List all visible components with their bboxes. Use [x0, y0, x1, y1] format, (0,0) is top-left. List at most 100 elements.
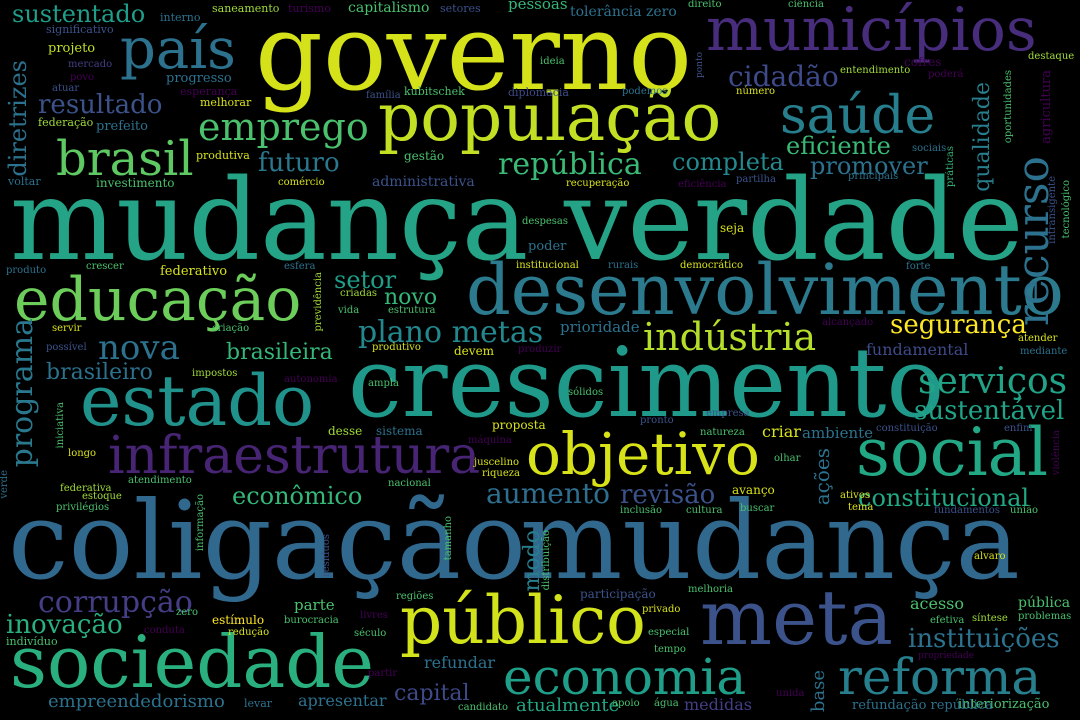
word-futuro: futuro — [258, 148, 340, 178]
word-desenvolvimento: desenvolvimento — [466, 249, 1064, 331]
word-coligacao: coligação — [8, 479, 527, 604]
word-meta: meta — [700, 573, 893, 662]
word-tolerancia-zero: tolerância zero — [570, 4, 677, 20]
word-criadas: criadas — [340, 288, 378, 299]
word-democratico: democrático — [680, 260, 744, 271]
word-seja: seja — [720, 221, 745, 235]
word-economico: econômico — [232, 482, 363, 510]
word-produzir: produzir — [518, 344, 562, 355]
word-instituicoes: instituições — [908, 624, 1060, 654]
word-sustentado: sustentado — [12, 0, 146, 28]
word-participacao: participação — [580, 587, 656, 601]
word-crescer: crescer — [86, 261, 124, 272]
word-programa: programa — [5, 318, 40, 468]
word-alvaro: alvaro — [974, 551, 1006, 562]
word-podera: poderá — [928, 69, 964, 80]
word-interno: interno — [160, 11, 201, 24]
word-estado: estado — [80, 360, 315, 442]
word-enfim: enfim — [1004, 423, 1033, 434]
word-novo: novo — [384, 285, 438, 310]
word-comercio: comércio — [278, 177, 325, 188]
word-pronto: pronto — [640, 415, 674, 426]
word-vida: vida — [338, 305, 360, 316]
word-direito: direito — [688, 0, 722, 10]
word-informacao: informação — [195, 494, 206, 552]
word-revisao: revisão — [620, 480, 716, 510]
word-reforma: reforma — [838, 648, 1042, 706]
word-devem: devem — [454, 344, 495, 358]
word-solidos: sólidos — [568, 387, 604, 398]
word-corrupcao: corrupção — [38, 585, 193, 620]
word-avanco: avanço — [732, 483, 775, 497]
word-sociedade: sociedade — [10, 620, 374, 704]
word-atender: atender — [1018, 333, 1058, 344]
word-privado: privado — [642, 604, 681, 615]
word-seguranca: segurança — [890, 310, 1027, 340]
word-atualmente: atualmente — [516, 695, 620, 716]
word-mudanca: mudança — [520, 479, 1020, 604]
word-estrutura: estrutura — [388, 305, 436, 316]
word-especial: especial — [648, 627, 690, 638]
word-infraestrutura: infraestrutura — [108, 426, 481, 486]
word-uniao: união — [1010, 505, 1039, 516]
word-qualidade: qualidade — [970, 82, 995, 192]
word-apresentar: apresentar — [298, 691, 387, 710]
word-partir: partir — [368, 668, 398, 679]
word-riqueza: riqueza — [482, 468, 520, 479]
word-objetivo: objetivo — [526, 420, 760, 488]
word-autonomia: autonomia — [284, 374, 338, 385]
word-poder: poder — [528, 239, 567, 254]
word-mediante: mediante — [1020, 346, 1068, 357]
word-fundamental: fundamental — [866, 340, 969, 359]
word-sustentavel: sustentável — [914, 396, 1065, 426]
word-oportunidades: oportunidades — [1003, 70, 1014, 144]
word-partilha: partilha — [736, 174, 776, 185]
word-nova: nova — [98, 328, 180, 368]
word-possivel: possível — [46, 342, 87, 353]
word-parte: parte — [294, 596, 335, 614]
word-privilegios: privilégios — [56, 502, 110, 513]
word-fundamentos: fundamentos — [934, 505, 1000, 516]
word-proposta: proposta — [492, 418, 546, 432]
word-constituicao: constituição — [876, 423, 938, 434]
word-ambiente: ambiente — [802, 424, 874, 442]
word-juscelino: juscelino — [474, 457, 520, 468]
word-recuperacao: recuperação — [566, 178, 630, 189]
word-violencia: violência — [1051, 430, 1062, 476]
word-significativo: significativo — [46, 23, 114, 36]
word-praticas: práticas — [945, 146, 956, 188]
word-conduta: conduta — [144, 625, 185, 636]
word-atuar: atuar — [52, 83, 80, 94]
word-mercado: mercado — [68, 59, 113, 70]
word-criar: criar — [762, 422, 801, 441]
word-agua: água — [654, 698, 679, 709]
word-natureza: natureza — [700, 427, 745, 438]
word-inclusao: inclusão — [620, 505, 662, 516]
word-produtiva: produtiva — [196, 149, 250, 162]
word-plano-metas: plano metas — [358, 315, 544, 350]
word-medidas: medidas — [684, 695, 752, 714]
word-cidadao: cidadão — [728, 60, 839, 93]
word-diplomacia: diplomacia — [508, 86, 569, 99]
word-maquina: máquina — [468, 435, 512, 446]
word-familia: família — [366, 90, 401, 101]
word-seculo: século — [354, 628, 387, 639]
word-saude: saúde — [780, 86, 936, 146]
word-entendimento: entendimento — [840, 65, 911, 76]
word-constitucional: constitucional — [858, 484, 1030, 512]
word-prefeito: prefeito — [96, 119, 148, 134]
word-burocracia: burocracia — [284, 615, 339, 626]
word-problemas: problemas — [1018, 611, 1072, 622]
word-educacao: educação — [14, 265, 302, 335]
word-nacional: nacional — [388, 478, 431, 489]
word-residuos: resíduos — [321, 534, 332, 578]
word-verde: verde — [0, 470, 10, 499]
word-produtivo: produtivo — [372, 342, 421, 353]
word-reducao: redução — [228, 627, 270, 638]
word-ponto: ponto — [695, 52, 705, 79]
word-atendimento: atendimento — [128, 475, 192, 486]
word-aumento: aumento — [486, 477, 610, 510]
word-melhoria: melhoria — [688, 584, 733, 595]
word-criacao: criação — [212, 323, 250, 334]
